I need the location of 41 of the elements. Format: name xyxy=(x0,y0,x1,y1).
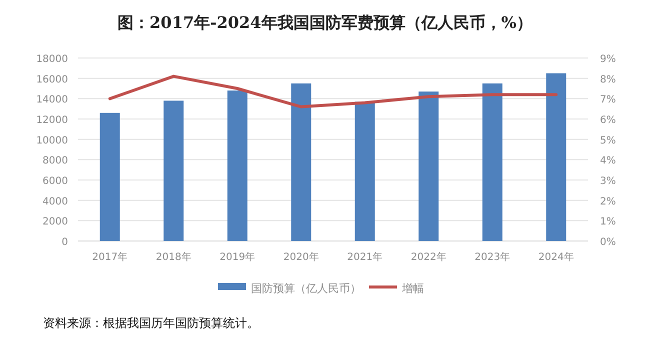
x-tick-label: 2020年 xyxy=(283,251,319,263)
x-tick-label: 2021年 xyxy=(347,251,383,263)
y-tick-label: 4000 xyxy=(42,196,68,208)
x-tick-label: 2023年 xyxy=(474,251,510,263)
bar xyxy=(546,73,566,241)
y-tick-label: 8000 xyxy=(42,156,68,167)
legend-label: 增幅 xyxy=(401,282,424,295)
y-tick-label: 16000 xyxy=(36,74,68,86)
x-tick-label: 2019年 xyxy=(220,251,256,263)
text: 资料来源：根据我国历年国防预算统计。 xyxy=(43,316,259,330)
y2-tick-label: 7% xyxy=(600,94,616,106)
legend-label: 国防预算（亿人民币） xyxy=(251,282,361,295)
y-tick-label: 6000 xyxy=(42,176,68,187)
y2-tick-label: 2% xyxy=(600,196,616,208)
bar xyxy=(100,112,120,241)
x-tick-label: 2024年 xyxy=(538,251,574,263)
y2-tick-label: 0% xyxy=(600,237,616,248)
bar xyxy=(227,90,248,241)
y-tick-label: 12000 xyxy=(36,115,68,126)
chart-title: 图：2017年-2024年我国国防军费预算（亿人民币，%） xyxy=(118,13,532,32)
y-tick-label: 0 xyxy=(62,237,68,248)
line-series xyxy=(108,74,558,108)
y2-tick-label: 5% xyxy=(600,135,616,146)
y2-tick-label: 8% xyxy=(600,74,616,86)
bar xyxy=(164,100,184,241)
y-tick-label: 14000 xyxy=(36,94,68,106)
bar xyxy=(418,92,439,241)
bar xyxy=(482,83,502,241)
y2-tick-label: 1% xyxy=(600,216,616,228)
y-tick-label: 18000 xyxy=(36,54,68,65)
y2-tick-label: 3% xyxy=(600,176,616,187)
bar xyxy=(354,102,375,241)
bar xyxy=(291,83,312,241)
x-tick-label: 2018年 xyxy=(156,251,192,263)
x-tick-label: 2022年 xyxy=(410,251,446,263)
y-tick-label: 2000 xyxy=(42,216,68,228)
x-tick-label: 2017年 xyxy=(92,251,128,263)
y2-tick-label: 9% xyxy=(600,54,616,65)
y2-tick-label: 6% xyxy=(600,115,616,126)
y2-tick-label: 4% xyxy=(600,156,616,167)
y-tick-label: 10000 xyxy=(36,135,68,146)
